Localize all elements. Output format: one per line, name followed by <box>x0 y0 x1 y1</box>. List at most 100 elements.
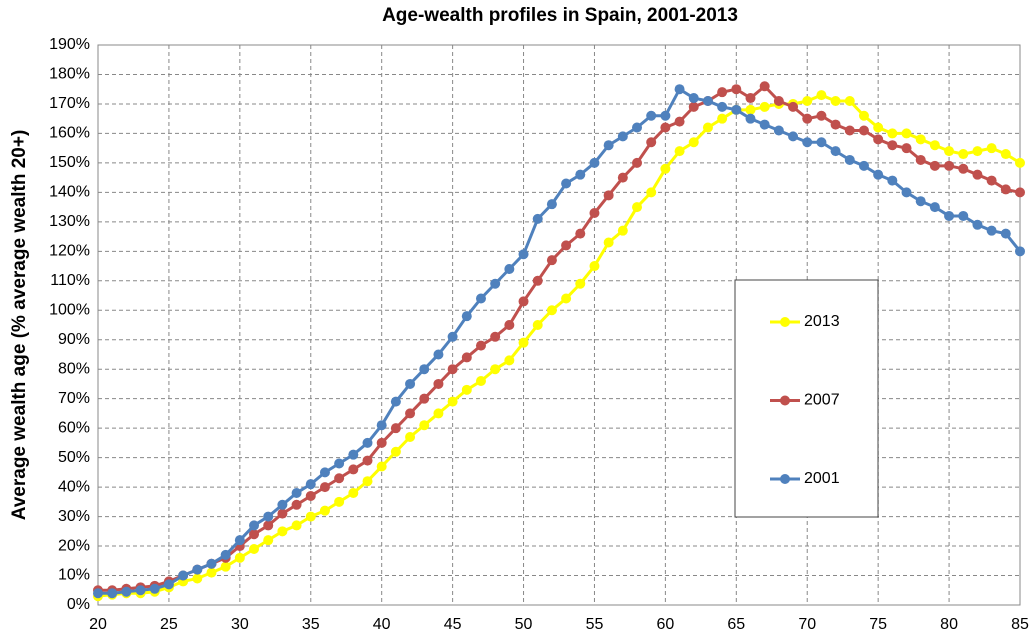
point <box>575 169 586 180</box>
point <box>589 261 600 272</box>
chart-title: Age-wealth profiles in Spain, 2001-2013 <box>382 5 738 26</box>
point <box>263 535 274 546</box>
y-tick-label: 70% <box>58 390 90 407</box>
point <box>915 196 926 207</box>
x-tick-label: 30 <box>231 616 249 633</box>
point <box>376 461 387 472</box>
point <box>858 110 869 121</box>
point <box>745 93 756 104</box>
point <box>475 293 486 304</box>
legend-label: 2001 <box>804 470 840 487</box>
series-line <box>98 87 1022 595</box>
point <box>376 420 387 431</box>
legend-marker <box>780 317 790 327</box>
point <box>362 476 373 487</box>
point <box>107 588 118 599</box>
point <box>632 202 643 213</box>
point <box>844 125 855 136</box>
point <box>660 163 671 174</box>
point <box>93 588 103 599</box>
point <box>759 101 770 112</box>
x-tick-label: 80 <box>940 616 958 633</box>
point <box>447 331 458 342</box>
point <box>447 396 458 407</box>
point <box>958 149 969 160</box>
point <box>561 178 572 189</box>
point <box>901 143 912 154</box>
point <box>121 586 132 597</box>
point <box>390 446 401 457</box>
point <box>830 146 841 157</box>
point <box>688 93 699 104</box>
point <box>334 458 345 469</box>
point <box>915 154 926 165</box>
x-tick-label: 60 <box>656 616 674 633</box>
point <box>674 84 685 95</box>
point <box>986 175 997 186</box>
point <box>206 567 217 578</box>
y-tick-label: 0% <box>67 596 90 613</box>
point <box>163 579 174 590</box>
point <box>745 104 756 115</box>
legend-box <box>734 279 879 518</box>
x-tick-label: 35 <box>302 616 320 633</box>
point <box>674 146 685 157</box>
y-axis-label: Average wealth age (% average wealth 20+… <box>9 130 30 521</box>
point <box>433 378 444 389</box>
legend-marker <box>780 474 790 484</box>
point <box>873 134 884 145</box>
point <box>929 202 940 213</box>
point <box>873 169 884 180</box>
point <box>447 364 458 375</box>
point <box>234 552 245 563</box>
point <box>575 228 586 239</box>
point <box>702 122 713 133</box>
point <box>816 110 827 121</box>
point <box>858 160 869 171</box>
point <box>830 119 841 130</box>
legend-label: 2013 <box>804 313 840 330</box>
point <box>986 143 997 154</box>
y-tick-label: 60% <box>58 419 90 436</box>
point <box>405 432 416 442</box>
y-tick-label: 180% <box>49 66 90 83</box>
point <box>192 564 203 575</box>
point <box>532 275 543 286</box>
point <box>830 96 841 106</box>
point <box>759 119 770 130</box>
point <box>561 240 572 251</box>
y-tick-label: 140% <box>49 184 90 201</box>
point <box>858 125 869 136</box>
y-tick-label: 190% <box>49 36 90 53</box>
point <box>518 296 529 307</box>
y-tick-label: 130% <box>49 213 90 230</box>
point <box>688 137 699 148</box>
point <box>603 140 614 151</box>
point <box>816 137 827 148</box>
point <box>518 249 529 260</box>
point <box>263 520 274 531</box>
point <box>773 96 784 106</box>
x-tick-label: 75 <box>869 616 887 633</box>
point <box>319 505 330 516</box>
point <box>1000 149 1011 160</box>
point <box>944 210 955 221</box>
point <box>660 122 671 133</box>
x-tick-label: 55 <box>586 616 604 633</box>
legend-label: 2007 <box>804 392 840 409</box>
y-tick-label: 120% <box>49 243 90 260</box>
point <box>717 113 728 124</box>
x-tick-label: 20 <box>89 616 107 633</box>
point <box>475 376 486 386</box>
point <box>674 116 685 127</box>
y-tick-label: 10% <box>58 567 90 584</box>
point <box>929 140 940 151</box>
point <box>405 408 416 419</box>
point <box>490 331 501 342</box>
point <box>603 190 614 201</box>
point <box>348 449 359 460</box>
point <box>277 526 288 537</box>
point <box>802 137 813 148</box>
point <box>802 96 813 106</box>
point <box>915 134 926 145</box>
